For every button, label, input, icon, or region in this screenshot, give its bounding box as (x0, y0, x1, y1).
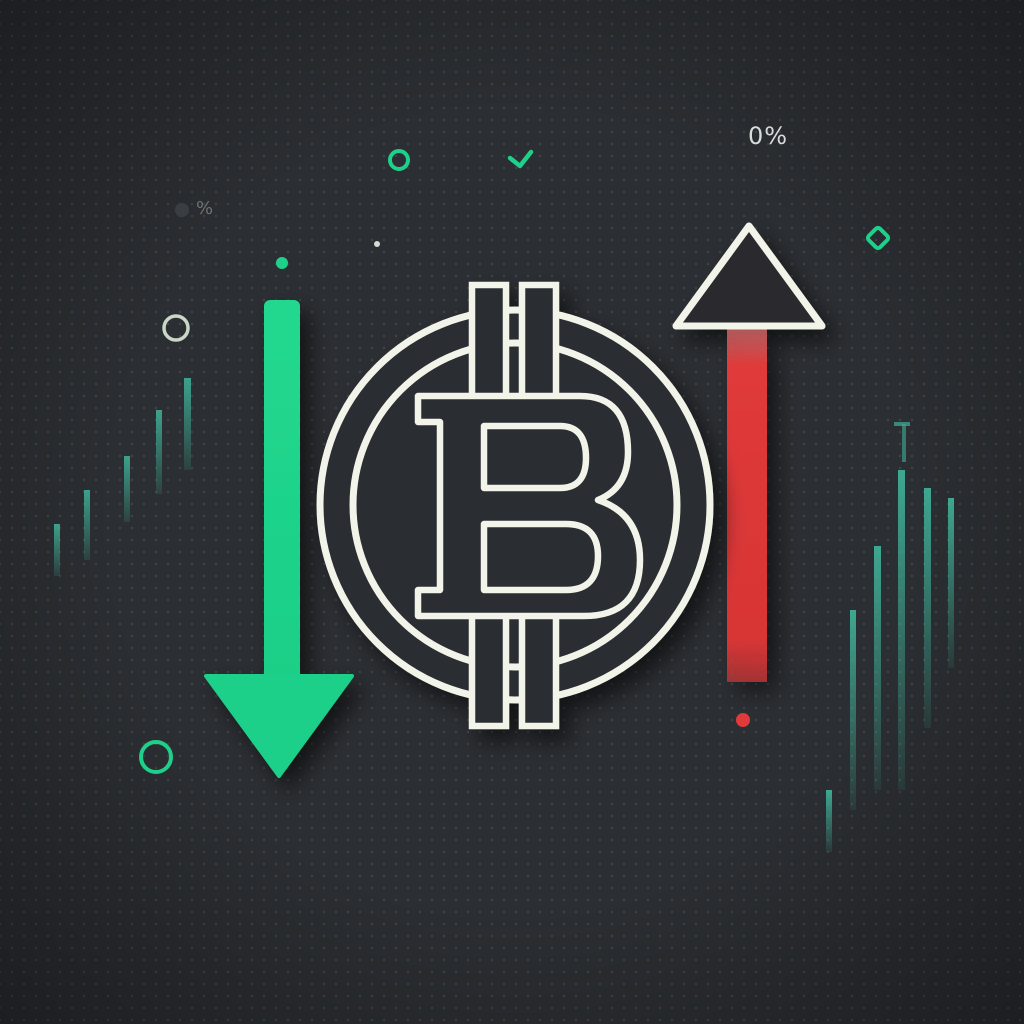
decor-dots (139, 149, 891, 774)
left-bar-cluster (54, 378, 191, 576)
bar (124, 456, 130, 522)
ring-dot (162, 314, 190, 342)
right-bar-cluster (826, 422, 954, 852)
solid-dot (736, 713, 750, 727)
bar (948, 498, 954, 668)
solid-dot (276, 257, 288, 269)
faint-dot (175, 203, 189, 217)
bar (184, 378, 191, 470)
bar (84, 490, 90, 560)
arrow-down-icon (204, 300, 354, 778)
ring-dot (139, 740, 173, 774)
bar (850, 610, 856, 810)
bar (902, 424, 906, 462)
bar (156, 410, 162, 494)
bar (898, 470, 905, 790)
percent-label-top-left: % (196, 198, 215, 219)
bar (924, 488, 931, 728)
check-icon (507, 149, 534, 169)
ring-dot (388, 149, 410, 171)
bar (54, 524, 60, 576)
bar (874, 546, 881, 790)
percent-label-top-right: 0% (748, 122, 789, 150)
bitcoin-icon (316, 281, 714, 730)
solid-dot (374, 241, 380, 247)
bar (826, 790, 832, 852)
arrow-up-icon (672, 222, 826, 682)
diamond-ring (865, 225, 891, 251)
